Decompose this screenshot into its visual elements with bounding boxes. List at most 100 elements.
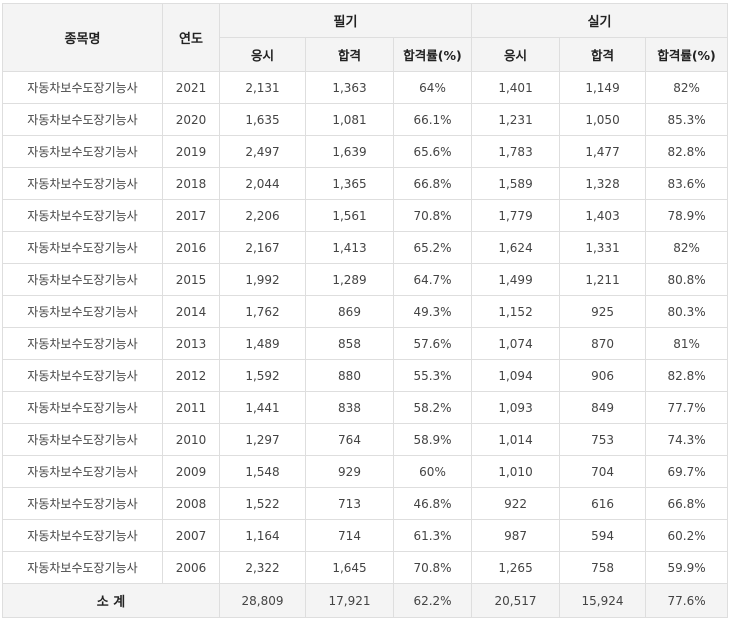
cell-practical-pass-rate: 82% — [645, 231, 729, 264]
cell-practical-applicants: 1,231 — [471, 103, 561, 136]
cell-practical-passed: 1,211 — [559, 263, 647, 296]
cell-written-passed: 929 — [305, 455, 394, 488]
cell-practical-applicants: 1,010 — [471, 455, 561, 488]
cell-written-pass-rate: 64% — [392, 71, 473, 104]
cell-name: 자동차보수도장기능사 — [2, 295, 163, 328]
header-name: 종목명 — [2, 3, 163, 72]
cell-practical-passed: 1,149 — [559, 71, 647, 104]
table-row: 자동차보수도장기능사 2020 1,635 1,081 66.1% 1,231 1,050 8… — [2, 103, 729, 136]
cell-year: 2008 — [162, 487, 220, 520]
table-row: 자동차보수도장기능사 2019 2,497 1,639 65.6% 1,783 1,477 8… — [2, 135, 729, 168]
cell-written-applicants: 1,762 — [219, 295, 306, 328]
cell-written-passed: 1,365 — [305, 167, 394, 200]
total-written-applicants: 28,809 — [219, 583, 306, 618]
pass-rate-table: 종목명 연도 필기 실기 응시 합격 합격률(%) 응시 합격 합격률(%) 자… — [2, 3, 729, 618]
cell-written-pass-rate: 60% — [392, 455, 473, 488]
cell-year: 2016 — [162, 231, 220, 264]
total-practical-applicants: 20,517 — [471, 583, 561, 618]
header-written-applicants: 응시 — [219, 37, 306, 72]
cell-written-passed: 1,081 — [305, 103, 394, 136]
cell-practical-passed: 594 — [559, 519, 647, 552]
cell-name: 자동차보수도장기능사 — [2, 71, 163, 104]
cell-written-passed: 1,561 — [305, 199, 394, 232]
pass-rate-table-container: 종목명 연도 필기 실기 응시 합격 합격률(%) 응시 합격 합격률(%) 자… — [2, 3, 729, 618]
cell-written-pass-rate: 61.3% — [392, 519, 473, 552]
cell-practical-pass-rate: 82.8% — [645, 359, 729, 392]
cell-practical-pass-rate: 77.7% — [645, 391, 729, 424]
total-practical-pass-rate: 77.6% — [645, 583, 729, 618]
table-row: 자동차보수도장기능사 2010 1,297 764 58.9% 1,014 753 74.3% — [2, 423, 729, 456]
cell-written-passed: 858 — [305, 327, 394, 360]
cell-practical-pass-rate: 60.2% — [645, 519, 729, 552]
cell-written-pass-rate: 66.1% — [392, 103, 473, 136]
cell-practical-pass-rate: 78.9% — [645, 199, 729, 232]
cell-written-pass-rate: 58.9% — [392, 423, 473, 456]
cell-year: 2009 — [162, 455, 220, 488]
cell-name: 자동차보수도장기능사 — [2, 103, 163, 136]
cell-written-pass-rate: 57.6% — [392, 327, 473, 360]
cell-practical-passed: 849 — [559, 391, 647, 424]
cell-name: 자동차보수도장기능사 — [2, 359, 163, 392]
cell-written-applicants: 1,164 — [219, 519, 306, 552]
header-written-pass-rate: 합격률(%) — [392, 37, 473, 72]
cell-written-passed: 869 — [305, 295, 394, 328]
cell-written-passed: 713 — [305, 487, 394, 520]
cell-practical-pass-rate: 66.8% — [645, 487, 729, 520]
table-body: 자동차보수도장기능사 2021 2,131 1,363 64% 1,401 1,149 82%… — [2, 71, 729, 584]
cell-practical-passed: 906 — [559, 359, 647, 392]
cell-practical-passed: 704 — [559, 455, 647, 488]
cell-written-applicants: 2,131 — [219, 71, 306, 104]
cell-practical-passed: 870 — [559, 327, 647, 360]
cell-written-applicants: 2,044 — [219, 167, 306, 200]
cell-practical-pass-rate: 83.6% — [645, 167, 729, 200]
cell-written-passed: 1,413 — [305, 231, 394, 264]
total-written-passed: 17,921 — [305, 583, 394, 618]
cell-practical-pass-rate: 82% — [645, 71, 729, 104]
table-row: 자동차보수도장기능사 2011 1,441 838 58.2% 1,093 849 77.7% — [2, 391, 729, 424]
cell-practical-pass-rate: 59.9% — [645, 551, 729, 584]
cell-written-passed: 1,639 — [305, 135, 394, 168]
cell-year: 2018 — [162, 167, 220, 200]
table-row: 자동차보수도장기능사 2015 1,992 1,289 64.7% 1,499 1,211 8… — [2, 263, 729, 296]
cell-practical-applicants: 1,779 — [471, 199, 561, 232]
cell-written-applicants: 1,592 — [219, 359, 306, 392]
cell-name: 자동차보수도장기능사 — [2, 167, 163, 200]
cell-written-passed: 1,289 — [305, 263, 394, 296]
cell-practical-passed: 1,403 — [559, 199, 647, 232]
table-row: 자동차보수도장기능사 2021 2,131 1,363 64% 1,401 1,149 82% — [2, 71, 729, 104]
cell-written-pass-rate: 49.3% — [392, 295, 473, 328]
cell-practical-pass-rate: 69.7% — [645, 455, 729, 488]
cell-name: 자동차보수도장기능사 — [2, 551, 163, 584]
cell-written-applicants: 2,322 — [219, 551, 306, 584]
cell-name: 자동차보수도장기능사 — [2, 487, 163, 520]
cell-name: 자동차보수도장기능사 — [2, 135, 163, 168]
cell-practical-passed: 1,477 — [559, 135, 647, 168]
cell-written-pass-rate: 70.8% — [392, 199, 473, 232]
cell-written-pass-rate: 70.8% — [392, 551, 473, 584]
cell-practical-passed: 1,331 — [559, 231, 647, 264]
cell-year: 2020 — [162, 103, 220, 136]
table-row: 자동차보수도장기능사 2006 2,322 1,645 70.8% 1,265 758 59.… — [2, 551, 729, 584]
header-written: 필기 — [218, 3, 473, 38]
header-practical-passed: 합격 — [559, 37, 647, 72]
cell-practical-passed: 616 — [559, 487, 647, 520]
cell-year: 2010 — [162, 423, 220, 456]
table-row: 자동차보수도장기능사 2018 2,044 1,365 66.8% 1,589 1,328 8… — [2, 167, 729, 200]
cell-name: 자동차보수도장기능사 — [2, 519, 163, 552]
cell-name: 자동차보수도장기능사 — [2, 231, 163, 264]
total-practical-passed: 15,924 — [559, 583, 647, 618]
table-row: 자동차보수도장기능사 2014 1,762 869 49.3% 1,152 925 80.3% — [2, 295, 729, 328]
cell-practical-applicants: 1,783 — [471, 135, 561, 168]
cell-written-pass-rate: 64.7% — [392, 263, 473, 296]
cell-written-applicants: 1,992 — [219, 263, 306, 296]
cell-practical-applicants: 1,624 — [471, 231, 561, 264]
cell-written-pass-rate: 46.8% — [392, 487, 473, 520]
header-year: 연도 — [162, 3, 220, 72]
cell-year: 2006 — [162, 551, 220, 584]
cell-practical-pass-rate: 82.8% — [645, 135, 729, 168]
cell-written-applicants: 1,297 — [219, 423, 306, 456]
cell-practical-applicants: 1,152 — [471, 295, 561, 328]
cell-year: 2014 — [162, 295, 220, 328]
cell-practical-passed: 1,050 — [559, 103, 647, 136]
cell-year: 2013 — [162, 327, 220, 360]
